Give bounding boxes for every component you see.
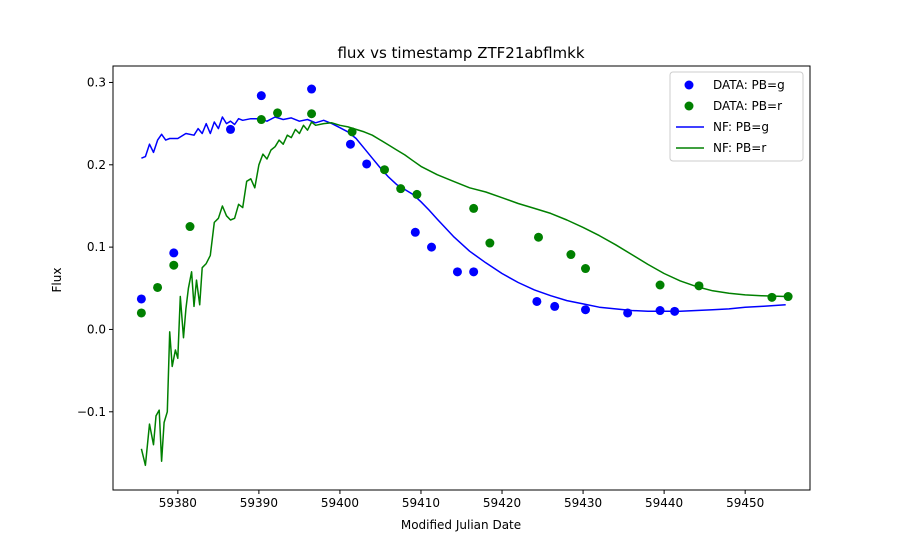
data-point: [396, 184, 406, 194]
legend-marker: [684, 80, 694, 90]
plot-frame: [112, 65, 811, 491]
x-tick-label: 59450: [726, 496, 764, 510]
data-point: [485, 238, 495, 248]
x-tick-label: 59420: [483, 496, 521, 510]
data-point: [581, 264, 591, 274]
legend-entry-label: DATA: PB=g: [713, 78, 785, 92]
x-tick-label: 59410: [402, 496, 440, 510]
data-point: [380, 165, 390, 175]
x-tick-label: 59390: [240, 496, 278, 510]
data-point: [581, 305, 591, 315]
data-point: [226, 124, 236, 134]
y-tick-label: 0.3: [87, 75, 106, 89]
plot-area: [112, 65, 811, 491]
legend-marker: [684, 101, 694, 111]
data-point: [550, 301, 560, 311]
data-point: [347, 127, 357, 137]
y-tick-label: 0.0: [87, 322, 106, 336]
data-point: [256, 115, 266, 125]
data-point: [345, 139, 355, 149]
x-tick-label: 59400: [321, 496, 359, 510]
y-tick-label: 0.2: [87, 158, 106, 172]
legend: DATA: PB=g DATA: PB=r NF: PB=g NF: PB=r: [669, 71, 804, 162]
data-point: [566, 250, 576, 260]
chart-title: flux vs timestamp ZTF21abflmkk: [337, 44, 584, 62]
data-point: [655, 306, 665, 316]
data-point: [185, 222, 195, 232]
data-point: [533, 232, 543, 242]
data-point: [136, 308, 146, 318]
y-tick-label: 0.1: [87, 240, 106, 254]
legend-entry-label: NF: PB=r: [713, 141, 766, 155]
data-point: [469, 267, 479, 277]
series-line: [141, 116, 786, 313]
legend-entry-label: NF: PB=g: [713, 120, 769, 134]
data-point: [273, 108, 283, 118]
data-point: [256, 91, 266, 101]
data-point: [532, 296, 542, 306]
data-point: [469, 203, 479, 213]
data-point: [694, 281, 704, 291]
data-point: [427, 242, 437, 252]
legend-entry-label: DATA: PB=r: [713, 99, 782, 113]
data-point: [452, 267, 462, 277]
x-axis-label: Modified Julian Date: [401, 518, 521, 532]
data-point: [783, 292, 793, 302]
data-point: [670, 306, 680, 316]
data-point: [169, 248, 179, 258]
legend-box: [669, 71, 804, 162]
data-point: [410, 227, 420, 237]
series-line: [140, 121, 786, 467]
data-point: [412, 189, 422, 199]
x-tick-label: 59440: [645, 496, 683, 510]
data-point: [136, 294, 146, 304]
data-point: [767, 292, 777, 302]
data-point: [362, 159, 372, 169]
data-point: [169, 260, 179, 270]
data-point: [307, 84, 317, 94]
data-point: [307, 109, 317, 119]
data-point: [655, 280, 665, 290]
data-point: [623, 308, 633, 318]
x-axis: 59380 59390 59400 59410 59420 59430 59440 59450: [159, 490, 764, 510]
x-tick-label: 59380: [159, 496, 197, 510]
data-point: [153, 282, 163, 292]
x-tick-label: 59430: [564, 496, 602, 510]
y-tick-label: −0.1: [77, 405, 106, 419]
y-axis: −0.1 0.0 0.1 0.2 0.3: [77, 75, 113, 419]
y-axis-label: Flux: [50, 268, 64, 293]
